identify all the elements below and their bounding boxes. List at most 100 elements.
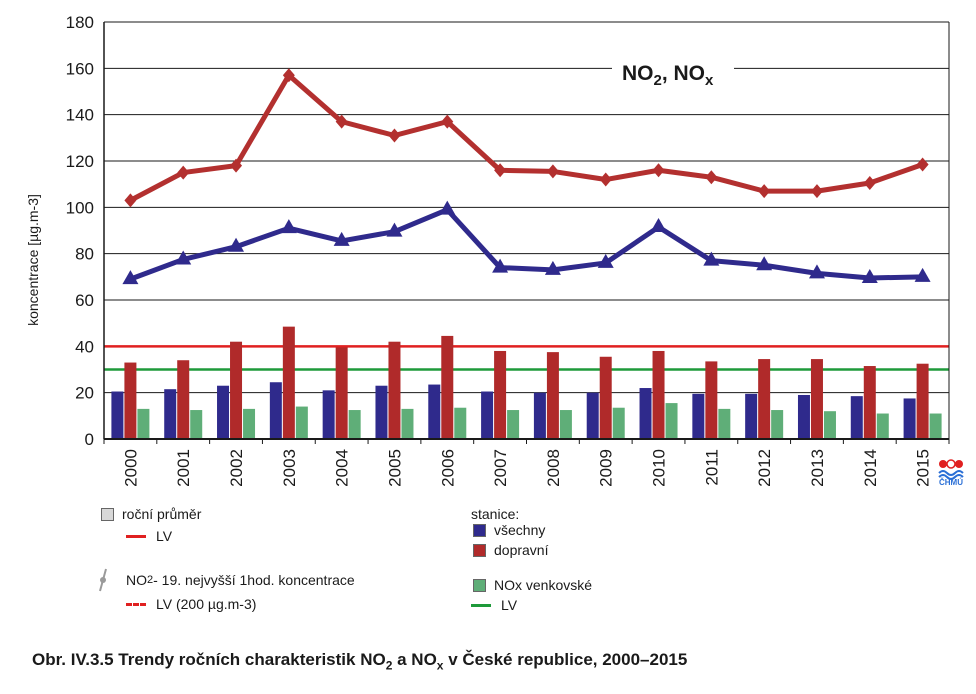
point-no2_19_dopravni bbox=[758, 184, 771, 199]
point-no2_19_vsechny bbox=[333, 231, 350, 246]
y-tick-label: 20 bbox=[75, 384, 94, 403]
point-no2_19_vsechny bbox=[861, 268, 878, 283]
bar-vsechny bbox=[533, 392, 546, 439]
line-no2_19_dopravni bbox=[129, 72, 924, 203]
line-no2_19_vsechny bbox=[129, 207, 923, 282]
line-marker-icon bbox=[98, 568, 108, 592]
bar-nox_venkovske bbox=[612, 407, 625, 439]
point-no2_19_vsechny bbox=[492, 258, 509, 273]
x-tick-label: 2009 bbox=[597, 449, 616, 487]
bar-nox_venkovske bbox=[665, 403, 678, 439]
y-tick-label: 0 bbox=[85, 430, 94, 449]
bar-dopravni bbox=[124, 362, 137, 439]
bar-vsechny bbox=[375, 385, 388, 439]
point-no2_19_dopravni bbox=[230, 158, 243, 173]
point-no2_19_dopravni bbox=[177, 165, 190, 180]
point-no2_19_dopravni bbox=[705, 170, 718, 185]
bar-nox_venkovske bbox=[771, 410, 784, 439]
bar-nox_venkovske bbox=[718, 408, 731, 439]
legend-lv-red: LV bbox=[126, 528, 172, 544]
point-no2_19_vsechny bbox=[808, 264, 825, 279]
green-swatch-icon bbox=[473, 578, 486, 592]
red-dashed-line-icon bbox=[126, 602, 146, 606]
point-no2_19_dopravni bbox=[916, 157, 929, 172]
tick-labels: 0 20 40 60 80 100 120 140 160 180 2000 2001 2002 2003… bbox=[66, 13, 933, 487]
bar-dopravni bbox=[916, 363, 929, 439]
point-no2_19_vsechny bbox=[122, 270, 139, 285]
bar-dopravni bbox=[282, 326, 295, 439]
trend-lines bbox=[122, 68, 931, 285]
bars bbox=[111, 326, 942, 439]
bar-vsechny bbox=[692, 393, 705, 439]
chart: 0 20 40 60 80 100 120 140 160 180 2000 2001 2002 2003… bbox=[25, 13, 950, 487]
bar-vsechny bbox=[903, 398, 916, 439]
logo-text: ČHMÚ bbox=[939, 478, 963, 487]
bar-dopravni bbox=[546, 352, 559, 439]
y-tick-label: 180 bbox=[66, 13, 94, 32]
bar-vsechny bbox=[797, 394, 810, 439]
bar-nox_venkovske bbox=[559, 410, 572, 439]
bar-vsechny bbox=[586, 392, 599, 439]
point-no2_19_vsechny bbox=[756, 256, 773, 271]
point-no2_19_dopravni bbox=[388, 128, 401, 143]
bar-vsechny bbox=[217, 385, 230, 439]
x-tick-label: 2007 bbox=[491, 449, 510, 487]
bar-nox_venkovske bbox=[876, 413, 889, 439]
x-tick-label: 2015 bbox=[914, 449, 933, 487]
bar-dopravni bbox=[494, 350, 507, 439]
bar-vsechny bbox=[111, 391, 124, 439]
bar-dopravni bbox=[388, 341, 401, 439]
bar-nox_venkovske bbox=[348, 410, 361, 439]
legend-rocni-prumer: roční průměr bbox=[101, 506, 201, 522]
legend-no2-19: NO 2 - 19. nejvyšší 1hod. koncentrace bbox=[98, 568, 355, 592]
chart-title-group: NO2, NOx bbox=[612, 56, 734, 89]
point-no2_19_vsechny bbox=[386, 222, 403, 237]
bar-dopravni bbox=[758, 359, 771, 439]
point-no2_19_dopravni bbox=[124, 193, 137, 208]
x-tick-label: 2004 bbox=[333, 449, 352, 487]
point-no2_19_vsechny bbox=[175, 250, 192, 265]
bar-dopravni bbox=[441, 335, 454, 439]
bar-nox_venkovske bbox=[137, 408, 150, 439]
bar-vsechny bbox=[428, 384, 441, 439]
y-tick-label: 40 bbox=[75, 337, 94, 356]
point-no2_19_vsechny bbox=[650, 218, 667, 233]
bar-nox_venkovske bbox=[295, 406, 308, 439]
point-no2_19_vsechny bbox=[703, 251, 720, 266]
point-no2_19_dopravni bbox=[652, 163, 665, 178]
point-no2_19_vsechny bbox=[914, 267, 931, 282]
point-no2_19_dopravni bbox=[335, 114, 348, 129]
point-no2_19_dopravni bbox=[494, 163, 507, 178]
red-line-icon bbox=[126, 534, 146, 538]
x-tick-label: 2014 bbox=[861, 449, 880, 487]
point-no2_19_vsechny bbox=[228, 237, 245, 252]
y-tick-label: 160 bbox=[66, 59, 94, 78]
x-tick-label: 2010 bbox=[650, 449, 669, 487]
bar-vsechny bbox=[269, 382, 282, 439]
red-swatch-icon bbox=[473, 543, 486, 557]
bar-dopravni bbox=[863, 366, 876, 439]
bar-dopravni bbox=[652, 350, 665, 439]
point-no2_19_dopravni bbox=[441, 114, 454, 129]
legend-vsechny: všechny bbox=[473, 522, 545, 538]
legend-nox-venkovske: NOx venkovské bbox=[473, 577, 592, 593]
green-line-icon bbox=[471, 603, 491, 607]
bar-nox_venkovske bbox=[401, 408, 414, 439]
legend-lv200: LV (200 µg.m-3) bbox=[126, 596, 256, 612]
bar-vsechny bbox=[745, 393, 758, 439]
grey-swatch-icon bbox=[101, 507, 114, 521]
bar-nox_venkovske bbox=[243, 408, 256, 439]
x-tick-label: 2011 bbox=[702, 449, 721, 486]
bar-vsechny bbox=[850, 396, 863, 439]
bar-vsechny bbox=[639, 388, 652, 439]
legend-dopravni: dopravní bbox=[473, 542, 548, 558]
y-tick-label: 140 bbox=[66, 106, 94, 125]
bar-nox_venkovske bbox=[929, 413, 942, 439]
y-tick-label: 120 bbox=[66, 152, 94, 171]
x-tick-label: 2005 bbox=[385, 449, 404, 487]
bar-dopravni bbox=[177, 360, 190, 439]
x-tick-label: 2013 bbox=[808, 449, 827, 487]
chmu-logo: ČHMÚ bbox=[936, 458, 966, 492]
x-tick-label: 2012 bbox=[755, 449, 774, 487]
bar-dopravni bbox=[705, 361, 718, 439]
